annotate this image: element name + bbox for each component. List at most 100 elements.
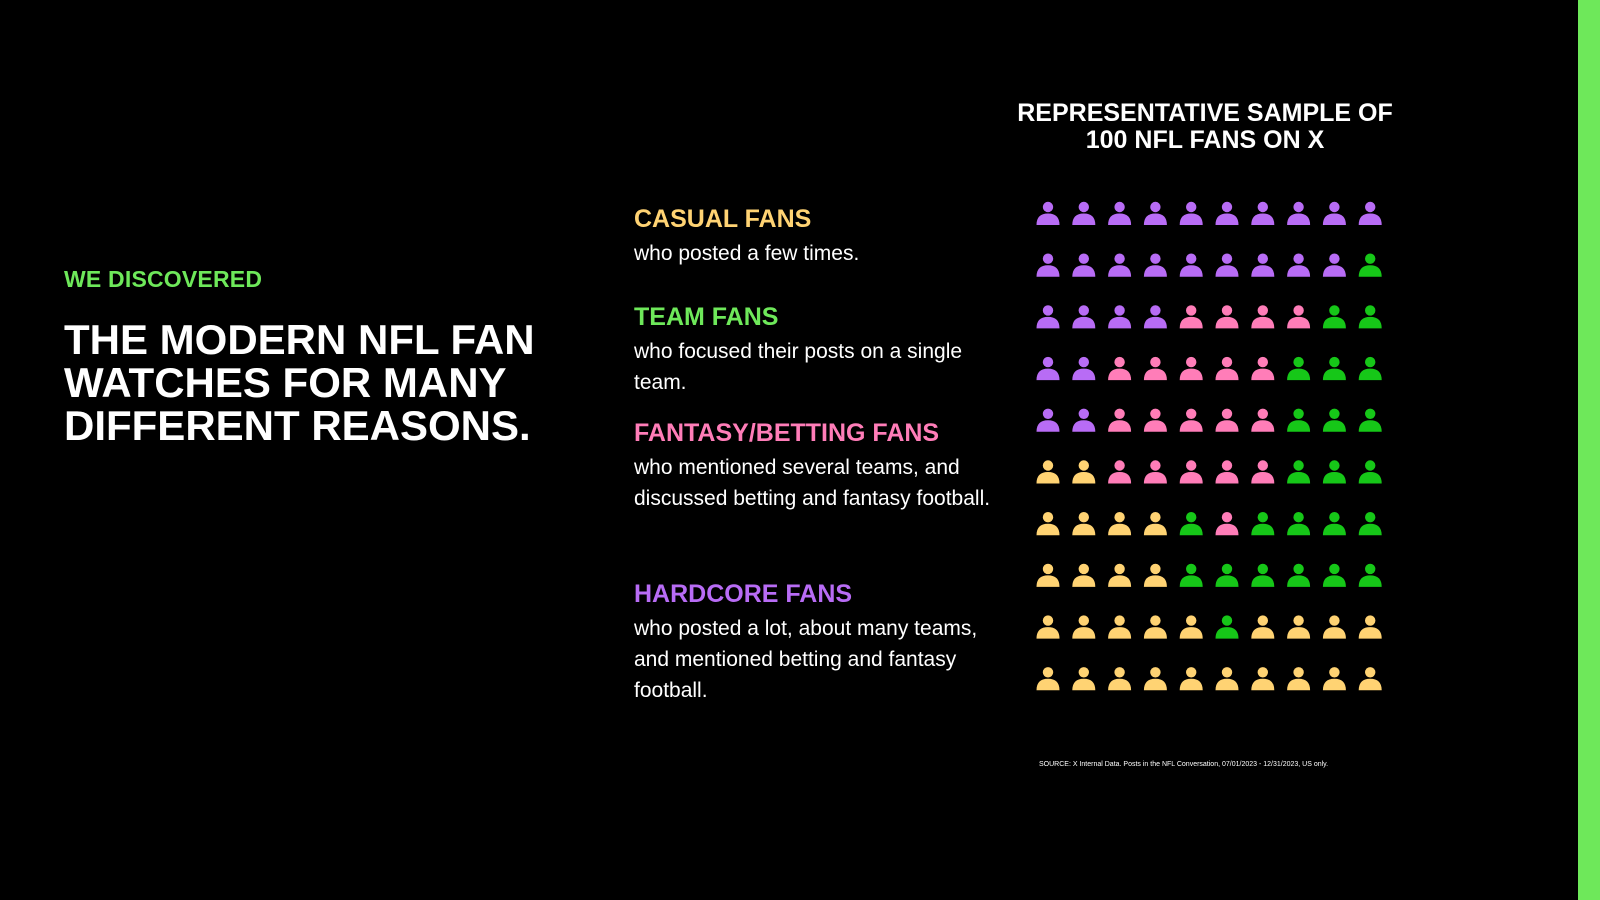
person-icon-casual	[1251, 615, 1275, 639]
person-icon-casual	[1322, 615, 1346, 639]
person-icon-hardcore	[1287, 253, 1311, 277]
person-icon-hardcore	[1251, 201, 1275, 225]
person-icon-team	[1322, 356, 1346, 381]
person-icon-hardcore	[1322, 201, 1346, 225]
person-icon-fantasy	[1251, 305, 1275, 329]
segment-fantasy-description: who mentioned several teams, and discuss…	[634, 456, 991, 510]
person-icon-team	[1358, 408, 1382, 432]
person-icon-team	[1215, 615, 1239, 639]
person-icon-casual	[1072, 512, 1096, 536]
person-icon-hardcore	[1215, 201, 1239, 225]
person-icon-team	[1287, 460, 1311, 484]
person-icon-casual	[1036, 512, 1060, 536]
chart-title-line-1: REPRESENTATIVE SAMPLE OF	[1017, 99, 1393, 127]
person-icon-fantasy	[1143, 356, 1167, 381]
person-icon-casual	[1072, 615, 1096, 639]
person-icon-casual	[1358, 615, 1382, 639]
person-icon-casual	[1143, 563, 1167, 587]
segment-team-description: who focused their posts on a single team…	[634, 340, 963, 394]
person-icon-hardcore	[1108, 305, 1132, 329]
person-icon-casual	[1108, 667, 1132, 691]
person-icon-fantasy	[1251, 460, 1275, 484]
person-icon-casual	[1072, 667, 1096, 691]
person-icon-fantasy	[1143, 408, 1167, 432]
person-icon-fantasy	[1287, 305, 1311, 329]
chart-title-line-2: 100 NFL FANS ON X	[1085, 126, 1325, 154]
accent-bar	[1578, 0, 1600, 900]
person-icon-fantasy	[1179, 460, 1203, 484]
person-icon-casual	[1322, 667, 1346, 691]
person-icon-hardcore	[1358, 201, 1382, 225]
person-icon-hardcore	[1072, 356, 1096, 381]
person-icon-casual	[1072, 563, 1096, 587]
person-icon-casual	[1108, 563, 1132, 587]
segment-casual-description: who posted a few times.	[634, 242, 860, 265]
person-icon-fantasy	[1179, 408, 1203, 432]
person-icon-hardcore	[1072, 408, 1096, 432]
person-icon-hardcore	[1143, 253, 1167, 277]
person-icon-casual	[1036, 667, 1060, 691]
person-icon-hardcore	[1179, 253, 1203, 277]
person-icon-fantasy	[1215, 356, 1239, 381]
person-icon-hardcore	[1287, 201, 1311, 225]
person-icon-hardcore	[1143, 201, 1167, 225]
segment-fantasy-title: FANTASY/BETTING FANS	[634, 419, 940, 447]
person-icon-fantasy	[1215, 305, 1239, 329]
person-icon-team	[1322, 512, 1346, 536]
person-icon-hardcore	[1179, 201, 1203, 225]
person-icon-hardcore	[1108, 201, 1132, 225]
person-icon-hardcore	[1036, 408, 1060, 432]
person-icon-fantasy	[1215, 460, 1239, 484]
person-icon-team	[1215, 563, 1239, 587]
person-icon-fantasy	[1108, 460, 1132, 484]
person-icon-fantasy	[1179, 356, 1203, 381]
person-icon-team	[1358, 460, 1382, 484]
person-icon-team	[1287, 512, 1311, 536]
segment-casual-title: CASUAL FANS	[634, 205, 812, 233]
segment-hardcore-title: HARDCORE FANS	[634, 580, 853, 608]
fan-icon-grid	[1036, 201, 1382, 691]
person-icon-team	[1322, 460, 1346, 484]
person-icon-team	[1358, 305, 1382, 329]
person-icon-team	[1287, 356, 1311, 381]
person-icon-fantasy	[1143, 460, 1167, 484]
person-icon-hardcore	[1322, 253, 1346, 277]
person-icon-team	[1322, 305, 1346, 329]
person-icon-casual	[1036, 615, 1060, 639]
person-icon-fantasy	[1215, 512, 1239, 536]
person-icon-casual	[1179, 615, 1203, 639]
eyebrow-label: WE DISCOVERED	[64, 266, 263, 292]
person-icon-team	[1358, 512, 1382, 536]
person-icon-hardcore	[1108, 253, 1132, 277]
person-icon-casual	[1143, 667, 1167, 691]
source-note: SOURCE: X Internal Data. Posts in the NF…	[1039, 761, 1329, 768]
segment-team: TEAM FANS who focused their posts on a s…	[634, 302, 1014, 398]
person-icon-hardcore	[1036, 356, 1060, 381]
person-icon-hardcore	[1072, 305, 1096, 329]
chart-title: REPRESENTATIVE SAMPLE OF 100 NFL FANS ON…	[990, 100, 1420, 154]
person-icon-casual	[1358, 667, 1382, 691]
headline: THE MODERN NFL FAN WATCHES FOR MANY DIFF…	[64, 316, 535, 449]
person-icon-hardcore	[1072, 253, 1096, 277]
person-icon-fantasy	[1251, 408, 1275, 432]
person-icon-fantasy	[1108, 356, 1132, 381]
person-icon-casual	[1108, 615, 1132, 639]
person-icon-fantasy	[1251, 356, 1275, 381]
segment-team-title: TEAM FANS	[634, 303, 779, 331]
person-icon-casual	[1072, 460, 1096, 484]
person-icon-fantasy	[1215, 408, 1239, 432]
person-icon-casual	[1179, 667, 1203, 691]
segment-hardcore-description: who posted a lot, about many teams, and …	[634, 617, 978, 702]
person-icon-casual	[1287, 667, 1311, 691]
person-icon-hardcore	[1036, 253, 1060, 277]
person-icon-team	[1179, 512, 1203, 536]
person-icon-fantasy	[1108, 408, 1132, 432]
person-icon-team	[1322, 408, 1346, 432]
person-icon-fantasy	[1179, 305, 1203, 329]
person-icon-team	[1251, 563, 1275, 587]
person-icon-hardcore	[1036, 201, 1060, 225]
segment-hardcore: HARDCORE FANS who posted a lot, about ma…	[634, 579, 1014, 706]
person-icon-casual	[1143, 615, 1167, 639]
person-icon-casual	[1287, 615, 1311, 639]
person-icon-team	[1322, 563, 1346, 587]
